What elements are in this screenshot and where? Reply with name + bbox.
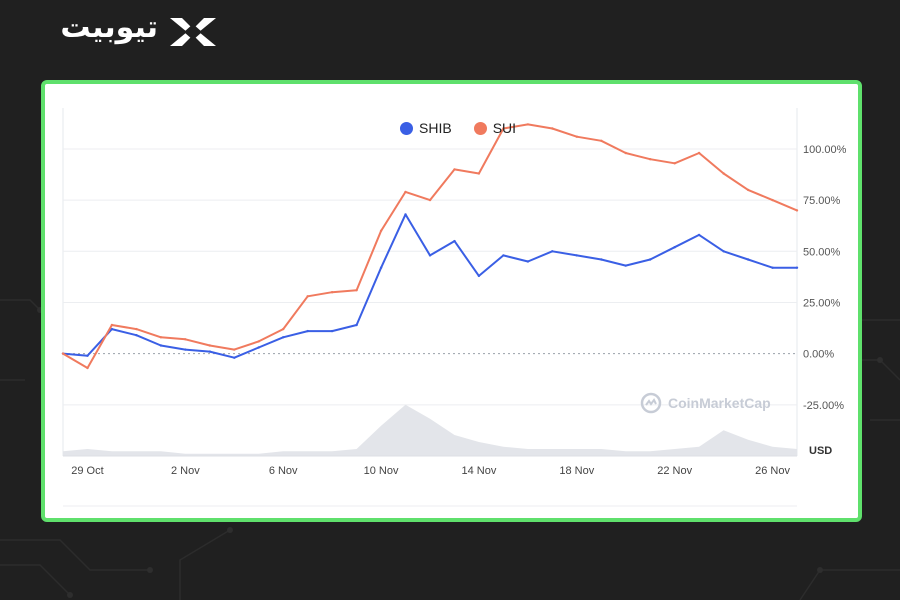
- data-point-sui: [575, 135, 578, 138]
- data-point-sui: [135, 327, 138, 331]
- series-line-sui: [62, 123, 798, 369]
- x-tick-label: 6 Nov: [269, 465, 298, 477]
- data-point-sui: [355, 289, 358, 292]
- x-tick-label: 29 Oct: [71, 465, 103, 477]
- legend-swatch-shib: [400, 121, 413, 135]
- data-point-sui: [453, 168, 456, 171]
- data-point-sui: [673, 162, 676, 165]
- data-point-sui: [722, 172, 725, 175]
- data-point-shib: [722, 250, 725, 253]
- data-point-shib: [257, 346, 260, 349]
- data-point-shib: [624, 264, 627, 267]
- data-point-sui: [330, 291, 334, 294]
- x-tick-label: 2 Nov: [171, 465, 200, 477]
- data-point-sui: [61, 352, 65, 355]
- data-point-shib: [649, 258, 652, 261]
- data-point-sui: [649, 158, 652, 161]
- data-point-sui: [404, 190, 407, 194]
- data-point-sui: [551, 127, 554, 130]
- data-point-sui: [159, 336, 163, 339]
- data-point-sui: [526, 123, 530, 126]
- data-point-sui: [600, 139, 603, 142]
- data-point-shib: [526, 260, 530, 263]
- data-point-sui: [306, 295, 309, 298]
- data-point-sui: [502, 127, 505, 130]
- data-point-sui: [477, 172, 481, 175]
- data-point-shib: [110, 327, 114, 331]
- coinmarketcap-watermark: CoinMarketCap: [640, 392, 771, 414]
- brand-name: تیوبیت: [60, 10, 158, 45]
- data-point-shib: [135, 334, 138, 337]
- data-point-shib: [282, 336, 285, 339]
- chart-frame: 100.00% 75.00% 50.00% 25.00% 0.00% -25.00% USD…: [41, 80, 862, 522]
- data-point-sui: [379, 229, 383, 232]
- data-point-shib: [746, 258, 750, 261]
- data-point-shib: [600, 258, 603, 261]
- legend-item-shib[interactable]: SHIB: [400, 120, 452, 136]
- watermark-text: CoinMarketCap: [668, 395, 771, 411]
- data-point-sui: [257, 340, 260, 343]
- data-point-shib: [159, 344, 163, 347]
- brand-mark-icon: [170, 18, 216, 46]
- data-point-sui: [208, 344, 211, 347]
- legend-label-shib: SHIB: [419, 120, 452, 136]
- data-point-sui: [110, 323, 114, 327]
- data-point-sui: [795, 209, 799, 212]
- data-point-sui: [624, 151, 627, 155]
- data-point-sui: [282, 327, 285, 331]
- coinmarketcap-icon: [640, 392, 662, 414]
- y-tick-label: 100.00%: [803, 144, 847, 156]
- x-tick-label: 14 Nov: [462, 465, 497, 477]
- data-point-sui: [771, 198, 774, 202]
- volume-area: [63, 404, 797, 456]
- data-point-shib: [184, 348, 187, 351]
- data-point-sui: [233, 348, 236, 351]
- data-point-shib: [306, 329, 309, 333]
- data-point-sui: [746, 188, 750, 192]
- data-point-sui: [184, 338, 187, 341]
- data-point-shib: [330, 329, 334, 333]
- y-tick-label: 25.00%: [803, 297, 841, 309]
- x-tick-label: 22 Nov: [657, 465, 692, 477]
- data-point-shib: [379, 266, 383, 269]
- data-point-shib: [795, 266, 799, 269]
- y-tick-label: -25.00%: [803, 400, 844, 412]
- legend-item-sui[interactable]: SUI: [473, 120, 517, 136]
- data-point-shib: [575, 254, 578, 257]
- data-point-shib: [771, 266, 774, 269]
- data-point-sui: [86, 366, 89, 370]
- data-point-shib: [502, 254, 505, 257]
- data-point-shib: [428, 254, 432, 257]
- data-point-sui: [697, 151, 701, 155]
- x-tick-label: 26 Nov: [755, 465, 790, 477]
- data-point-shib: [86, 354, 89, 357]
- y-unit-label: USD: [809, 445, 832, 457]
- data-point-shib: [551, 250, 554, 253]
- chart-legend: SHIB SUI: [400, 120, 516, 136]
- data-point-shib: [477, 274, 481, 278]
- y-tick-label: 50.00%: [803, 246, 841, 258]
- data-point-shib: [208, 350, 211, 353]
- y-tick-label: 75.00%: [803, 195, 841, 207]
- data-point-shib: [697, 233, 701, 237]
- data-point-shib: [355, 323, 358, 327]
- data-point-shib: [453, 239, 456, 243]
- x-tick-label: 10 Nov: [364, 465, 399, 477]
- series-line-shib: [62, 213, 797, 359]
- data-point-sui: [428, 198, 432, 202]
- data-point-shib: [673, 246, 676, 249]
- y-tick-label: 0.00%: [803, 349, 834, 361]
- legend-label-sui: SUI: [492, 120, 517, 136]
- data-point-shib: [404, 213, 407, 216]
- data-point-shib: [233, 356, 236, 359]
- x-tick-label: 18 Nov: [559, 465, 594, 477]
- price-comparison-chart: 100.00% 75.00% 50.00% 25.00% 0.00% -25.00% USD…: [61, 108, 847, 507]
- legend-swatch-sui: [473, 121, 487, 135]
